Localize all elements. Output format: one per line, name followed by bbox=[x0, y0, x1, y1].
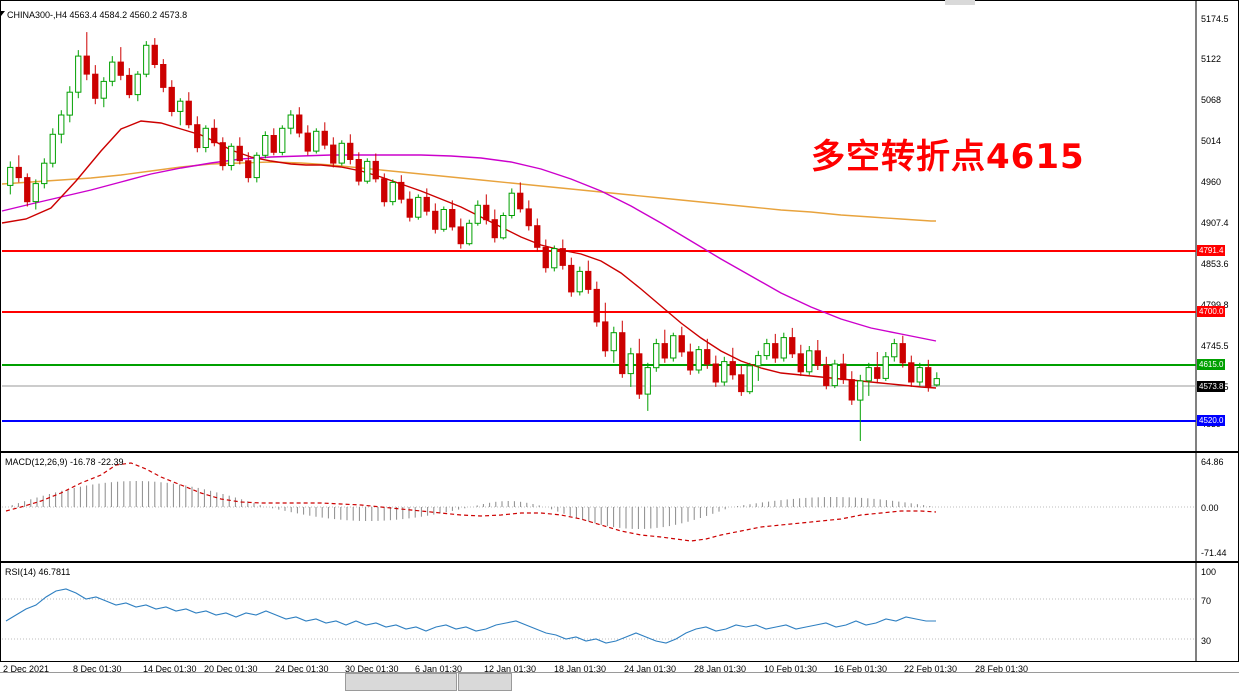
chart-annotation-text: 多空转折点4615 bbox=[811, 137, 1085, 177]
price-tag-4615: 4615.0 bbox=[1197, 359, 1226, 370]
horizontal-scrollbar-thumb[interactable] bbox=[345, 673, 457, 691]
macd-signal-line bbox=[5, 462, 937, 542]
rsi-line bbox=[5, 588, 936, 644]
macd-label: MACD(12,26,9) -16.78 -22.39 bbox=[5, 457, 124, 467]
symbol-header-text: CHINA300-,H4 4563.4 4584.2 4560.2 4573.8 bbox=[7, 10, 188, 20]
time-tick-5: 30 Dec 01:30 bbox=[345, 664, 399, 674]
time-tick-1: 8 Dec 01:30 bbox=[73, 664, 122, 674]
macd-canvas bbox=[2, 453, 1197, 561]
time-tick-12: 16 Feb 01:30 bbox=[834, 664, 888, 674]
rsi-label: RSI(14) 46.7811 bbox=[5, 567, 71, 577]
time-tick-13: 22 Feb 01:30 bbox=[904, 664, 958, 674]
macd-tick-max: 64.86 bbox=[1201, 457, 1224, 467]
rsi-tick-100: 100 bbox=[1201, 567, 1217, 577]
price-tick-4960: 4960 bbox=[1201, 177, 1222, 187]
time-tick-4: 24 Dec 01:30 bbox=[275, 664, 329, 674]
price-tick-5174: 5174.5 bbox=[1201, 14, 1229, 24]
rsi-tick-70: 70 bbox=[1201, 596, 1212, 606]
time-tick-3: 20 Dec 01:30 bbox=[204, 664, 258, 674]
time-tick-2: 14 Dec 01:30 bbox=[143, 664, 197, 674]
ma-fast-line bbox=[1, 120, 937, 389]
price-tick-4907: 4907.4 bbox=[1201, 218, 1229, 228]
time-tick-6: 6 Jan 01:30 bbox=[415, 664, 463, 674]
price-tick-5014: 5014 bbox=[1201, 136, 1222, 146]
rsi-tick-30: 30 bbox=[1201, 636, 1212, 646]
horizontal-scrollbar-thumb-2[interactable] bbox=[458, 673, 512, 691]
price-chart-canvas bbox=[1, 1, 1197, 451]
price-tag-4791: 4791.4 bbox=[1197, 245, 1226, 256]
horizontal-scrollbar-track[interactable] bbox=[0, 672, 1239, 693]
time-tick-11: 10 Feb 01:30 bbox=[764, 664, 818, 674]
price-tick-4799: 4799.8 bbox=[1201, 300, 1229, 310]
time-tick-14: 28 Feb 01:30 bbox=[975, 664, 1029, 674]
macd-tick-zero: 0.00 bbox=[1201, 503, 1219, 513]
ma-mid-line bbox=[1, 154, 937, 342]
window-tab-handle[interactable] bbox=[945, 0, 975, 5]
macd-pane[interactable]: MACD(12,26,9) -16.78 -22.39 64.86 0.00 -… bbox=[0, 452, 1239, 562]
ma-slow-line bbox=[1, 161, 936, 222]
symbol-header: CHINA300-,H4 4563.4 4584.2 4560.2 4573.8 bbox=[0, 10, 188, 20]
price-tick-5122: 5122 bbox=[1201, 54, 1222, 64]
candlestick-series bbox=[7, 32, 940, 441]
price-tag-4520: 4520.0 bbox=[1197, 415, 1226, 426]
macd-tick-min: -71.44 bbox=[1201, 548, 1227, 558]
price-tick-4745: 4745.5 bbox=[1201, 341, 1229, 351]
rsi-canvas bbox=[2, 563, 1197, 661]
time-tick-8: 18 Jan 01:30 bbox=[554, 664, 607, 674]
macd-histogram bbox=[11, 481, 931, 529]
price-tag-4700: 4700.0 bbox=[1197, 306, 1226, 317]
price-tick-4853: 4853.6 bbox=[1201, 259, 1229, 269]
time-tick-10: 28 Jan 01:30 bbox=[694, 664, 747, 674]
price-chart-pane[interactable]: CHINA300-,H4 4563.4 4584.2 4560.2 4573.8… bbox=[0, 0, 1239, 551]
time-tick-9: 24 Jan 01:30 bbox=[624, 664, 677, 674]
collapse-arrow-icon[interactable] bbox=[0, 11, 5, 16]
price-tick-5068: 5068 bbox=[1201, 95, 1222, 105]
time-tick-0: 2 Dec 2021 bbox=[3, 664, 50, 674]
time-axis: 2 Dec 2021 8 Dec 01:30 14 Dec 01:30 20 D… bbox=[0, 664, 1239, 676]
price-tag-last: 4573.8 bbox=[1197, 381, 1226, 392]
time-tick-7: 12 Jan 01:30 bbox=[484, 664, 537, 674]
rsi-pane[interactable]: RSI(14) 46.7811 100 70 30 bbox=[0, 562, 1239, 662]
